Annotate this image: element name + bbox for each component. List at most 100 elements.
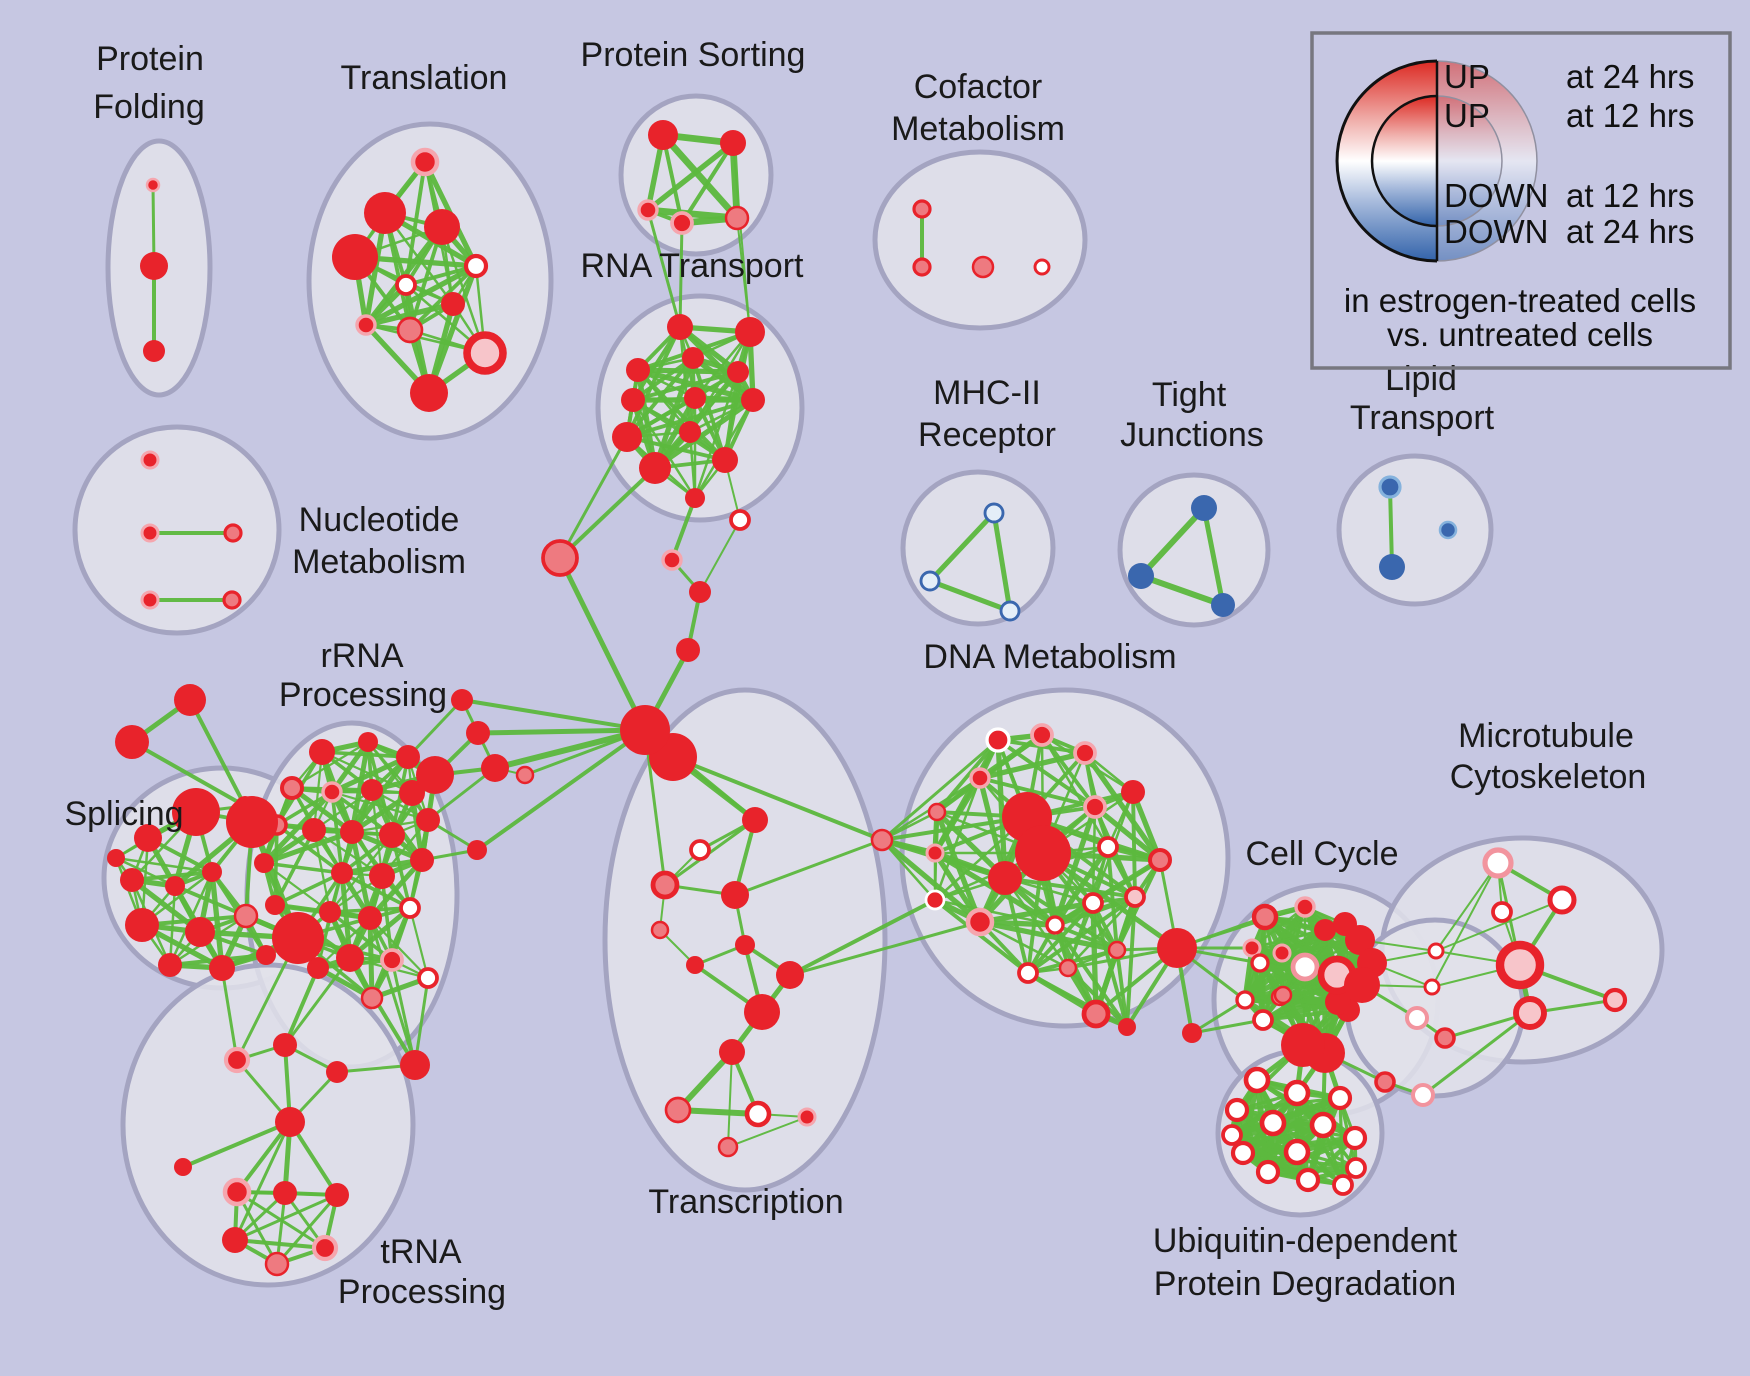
network-node[interactable]	[724, 205, 750, 231]
network-node[interactable]	[1058, 958, 1078, 978]
network-node[interactable]	[1345, 925, 1375, 955]
network-node[interactable]	[727, 361, 749, 383]
network-node[interactable]	[264, 1251, 290, 1277]
network-node[interactable]	[302, 818, 326, 842]
network-node[interactable]	[115, 725, 149, 759]
network-node[interactable]	[202, 862, 222, 882]
network-node[interactable]	[689, 839, 711, 861]
network-node[interactable]	[1294, 896, 1316, 918]
network-node[interactable]	[222, 590, 242, 610]
network-node[interactable]	[1327, 1085, 1353, 1111]
network-node[interactable]	[1030, 723, 1054, 747]
network-node[interactable]	[467, 840, 487, 860]
network-node[interactable]	[120, 868, 144, 892]
network-node[interactable]	[1283, 1079, 1311, 1107]
network-node[interactable]	[685, 488, 705, 508]
network-node[interactable]	[637, 199, 659, 221]
network-node[interactable]	[380, 948, 404, 972]
network-node[interactable]	[870, 828, 894, 852]
network-node[interactable]	[1033, 258, 1051, 276]
network-node[interactable]	[451, 689, 473, 711]
network-node[interactable]	[1314, 919, 1336, 941]
network-node[interactable]	[1290, 952, 1320, 982]
network-node[interactable]	[358, 732, 378, 752]
network-node[interactable]	[927, 802, 947, 822]
network-node[interactable]	[1182, 1023, 1202, 1043]
network-node[interactable]	[107, 849, 125, 867]
network-node[interactable]	[174, 684, 206, 716]
network-node[interactable]	[971, 255, 995, 279]
network-node[interactable]	[912, 257, 932, 277]
network-node[interactable]	[399, 897, 421, 919]
network-node[interactable]	[1342, 1125, 1368, 1151]
network-node[interactable]	[307, 957, 329, 979]
network-node[interactable]	[174, 1158, 192, 1176]
network-node[interactable]	[358, 906, 382, 930]
network-node[interactable]	[321, 781, 343, 803]
network-node[interactable]	[222, 1177, 252, 1207]
network-node[interactable]	[682, 347, 704, 369]
network-node[interactable]	[379, 822, 405, 848]
network-node[interactable]	[319, 901, 341, 923]
network-node[interactable]	[1332, 1174, 1354, 1196]
network-node[interactable]	[670, 211, 694, 235]
network-node[interactable]	[256, 945, 276, 965]
network-node[interactable]	[1281, 1023, 1325, 1067]
network-node[interactable]	[399, 780, 425, 806]
network-node[interactable]	[965, 907, 995, 937]
network-node[interactable]	[280, 776, 304, 800]
network-node[interactable]	[340, 820, 364, 844]
network-node[interactable]	[273, 1033, 297, 1057]
network-node[interactable]	[309, 739, 335, 765]
network-node[interactable]	[441, 292, 465, 316]
network-node[interactable]	[209, 955, 235, 981]
network-node[interactable]	[481, 754, 509, 782]
network-node[interactable]	[140, 450, 160, 470]
network-node[interactable]	[676, 638, 700, 662]
network-node[interactable]	[744, 994, 780, 1030]
network-node[interactable]	[686, 956, 704, 974]
network-node[interactable]	[1097, 836, 1119, 858]
network-node[interactable]	[612, 422, 642, 452]
network-node[interactable]	[679, 421, 701, 443]
network-node[interactable]	[416, 756, 454, 794]
network-node[interactable]	[650, 920, 670, 940]
network-node[interactable]	[1107, 940, 1127, 960]
network-node[interactable]	[729, 509, 751, 531]
network-node[interactable]	[254, 853, 274, 873]
network-node[interactable]	[1121, 780, 1145, 804]
network-node[interactable]	[1252, 1009, 1274, 1031]
network-node[interactable]	[1405, 1006, 1429, 1030]
network-node[interactable]	[1295, 1167, 1321, 1193]
network-node[interactable]	[158, 953, 182, 977]
network-node[interactable]	[735, 935, 755, 955]
network-node[interactable]	[273, 1181, 297, 1205]
network-node[interactable]	[1083, 795, 1107, 819]
network-node[interactable]	[143, 340, 165, 362]
network-node[interactable]	[919, 570, 941, 592]
network-node[interactable]	[331, 862, 353, 884]
network-node[interactable]	[311, 1234, 339, 1262]
network-node[interactable]	[797, 1107, 817, 1127]
network-node[interactable]	[1345, 1157, 1367, 1179]
network-node[interactable]	[1191, 495, 1217, 521]
network-node[interactable]	[620, 705, 670, 755]
network-node[interactable]	[140, 523, 160, 543]
network-node[interactable]	[361, 779, 383, 801]
network-node[interactable]	[396, 745, 420, 769]
network-node[interactable]	[336, 944, 364, 972]
network-node[interactable]	[424, 209, 460, 245]
network-node[interactable]	[466, 721, 490, 745]
network-node[interactable]	[1602, 987, 1628, 1013]
network-node[interactable]	[1148, 848, 1172, 872]
network-node[interactable]	[1374, 1071, 1396, 1093]
network-node[interactable]	[272, 912, 324, 964]
network-node[interactable]	[924, 889, 946, 911]
network-node[interactable]	[985, 727, 1011, 753]
network-node[interactable]	[999, 600, 1021, 622]
network-node[interactable]	[140, 590, 160, 610]
network-node[interactable]	[1379, 554, 1405, 580]
network-node[interactable]	[1344, 967, 1380, 1003]
network-node[interactable]	[326, 1061, 348, 1083]
network-node[interactable]	[717, 1136, 739, 1158]
